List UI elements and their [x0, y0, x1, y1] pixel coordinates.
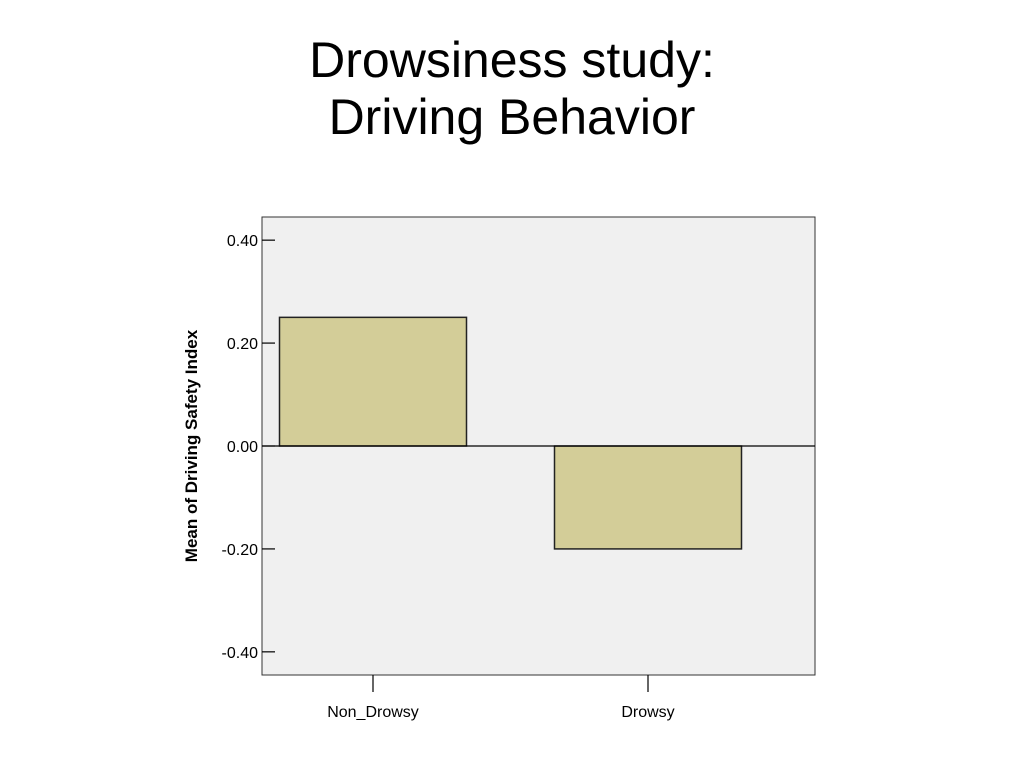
slide-title-line-1: Drowsiness study: — [309, 32, 715, 88]
x-tick-label: Non_Drowsy — [327, 704, 419, 721]
slide-title-line-2: Driving Behavior — [328, 89, 696, 145]
x-tick-label: Drowsy — [621, 704, 674, 721]
bar-drowsy — [553, 445, 743, 550]
y-tick-label: 0.40 — [227, 233, 258, 250]
y-axis-label: Mean of Driving Safety Index — [182, 329, 201, 562]
x-axis-ticks: Non_Drowsy Drowsy — [327, 675, 675, 721]
y-axis-ticks: 0.40 0.20 0.00 -0.20 -0.40 — [222, 233, 275, 662]
y-tick-label: -0.40 — [222, 645, 259, 662]
bar-non-drowsy — [278, 316, 468, 447]
bars — [278, 316, 743, 550]
y-tick-label: 0.00 — [227, 439, 258, 456]
y-tick-label: -0.20 — [222, 542, 259, 559]
slide-title: Drowsiness study: Driving Behavior — [0, 32, 1024, 146]
y-tick-label: 0.20 — [227, 336, 258, 353]
